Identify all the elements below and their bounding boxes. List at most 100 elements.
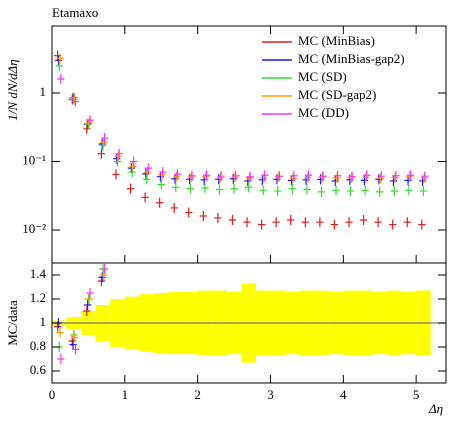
data-point xyxy=(71,96,80,107)
data-point xyxy=(216,172,224,183)
x-tick-label: 2 xyxy=(194,387,201,402)
data-point xyxy=(304,170,313,181)
data-point xyxy=(361,185,369,196)
y-tick-label: 1 xyxy=(40,314,47,329)
data-point xyxy=(363,170,371,181)
y-tick-label: 0.8 xyxy=(30,338,46,353)
data-point xyxy=(319,171,327,182)
data-point xyxy=(275,171,284,182)
data-point xyxy=(158,169,166,180)
ratio-point xyxy=(83,300,92,310)
ratio-point xyxy=(100,264,109,274)
data-point xyxy=(202,171,210,182)
data-point xyxy=(100,137,108,148)
data-point xyxy=(128,167,136,178)
data-point xyxy=(390,186,398,197)
data-point xyxy=(199,211,207,222)
data-point xyxy=(346,186,355,197)
ratio-point xyxy=(85,294,93,304)
legend-label: MC (SD-gap2) xyxy=(298,87,376,102)
data-point xyxy=(333,173,341,184)
data-point xyxy=(331,175,339,186)
x-tick-label: 1 xyxy=(122,387,129,402)
y-tick-label: 1.2 xyxy=(30,290,46,305)
data-point xyxy=(332,185,340,196)
data-point xyxy=(259,185,267,196)
data-point xyxy=(202,170,211,181)
data-point xyxy=(115,148,123,159)
data-point xyxy=(172,182,180,193)
data-point xyxy=(188,170,196,181)
data-point xyxy=(56,53,64,64)
data-point xyxy=(157,179,165,190)
data-point xyxy=(55,60,63,71)
data-point xyxy=(143,167,152,178)
y-tick-label: 1.4 xyxy=(30,266,47,281)
data-point xyxy=(333,170,342,181)
data-point xyxy=(172,171,181,182)
data-point xyxy=(345,217,353,228)
data-point xyxy=(301,217,309,228)
axes: 10⁻² 10⁻¹ 1 MC (MinBias) MC (MinBias-gap2) MC… xyxy=(22,26,446,402)
ratio-point xyxy=(71,344,80,355)
data-point xyxy=(130,156,138,167)
data-point xyxy=(143,174,151,185)
y-tick-label: 0.6 xyxy=(30,362,47,377)
y-tick-label: 1 xyxy=(40,84,47,99)
data-point xyxy=(288,183,296,194)
data-point xyxy=(245,173,254,184)
data-point xyxy=(419,186,428,197)
data-point xyxy=(376,173,385,184)
legend-label: MC (SD) xyxy=(298,69,347,84)
chart-title: Etamaxo xyxy=(52,5,98,20)
ratio-point xyxy=(98,272,106,283)
data-point xyxy=(114,151,122,162)
data-point xyxy=(186,183,195,194)
ratio-y-axis-label: MC/data xyxy=(5,300,20,346)
data-point xyxy=(377,171,385,182)
data-point xyxy=(304,172,312,183)
legend-label: MC (DD) xyxy=(298,105,349,120)
ratio-point xyxy=(100,270,108,280)
legend-label: MC (MinBias) xyxy=(298,33,375,48)
data-point xyxy=(244,182,253,193)
main-plot xyxy=(54,50,429,230)
data-point xyxy=(359,215,368,225)
data-point xyxy=(142,168,150,179)
data-point xyxy=(144,163,152,174)
data-point xyxy=(83,123,91,134)
data-point xyxy=(374,217,382,228)
ratio-point xyxy=(71,332,79,343)
data-point xyxy=(84,119,93,130)
data-point xyxy=(201,183,209,194)
data-point xyxy=(403,217,411,228)
y-tick-label: 10⁻² xyxy=(22,221,46,236)
data-point xyxy=(392,170,400,181)
data-point xyxy=(290,170,298,181)
data-point xyxy=(129,161,137,172)
ratio-frame xyxy=(51,262,447,384)
data-point xyxy=(230,183,238,194)
data-point xyxy=(260,172,268,183)
data-point xyxy=(405,185,413,196)
data-point xyxy=(113,156,122,167)
legend-label: MC (MinBias-gap2) xyxy=(298,51,405,66)
data-point xyxy=(159,167,167,178)
data-point xyxy=(389,219,397,230)
ratio-point xyxy=(83,306,91,316)
data-point xyxy=(289,173,297,184)
y-tick-label: 10⁻¹ xyxy=(22,152,46,167)
data-point xyxy=(243,217,251,228)
data-point xyxy=(54,55,63,66)
data-point xyxy=(231,172,239,183)
data-point xyxy=(362,172,370,183)
x-axis-label: Δη xyxy=(428,401,443,416)
data-point xyxy=(246,171,254,182)
ratio-point xyxy=(86,288,94,298)
y-axis-label: 1/N dN/dΔη xyxy=(5,59,20,120)
data-point xyxy=(228,215,237,225)
data-point xyxy=(215,184,224,195)
data-point xyxy=(70,94,78,105)
